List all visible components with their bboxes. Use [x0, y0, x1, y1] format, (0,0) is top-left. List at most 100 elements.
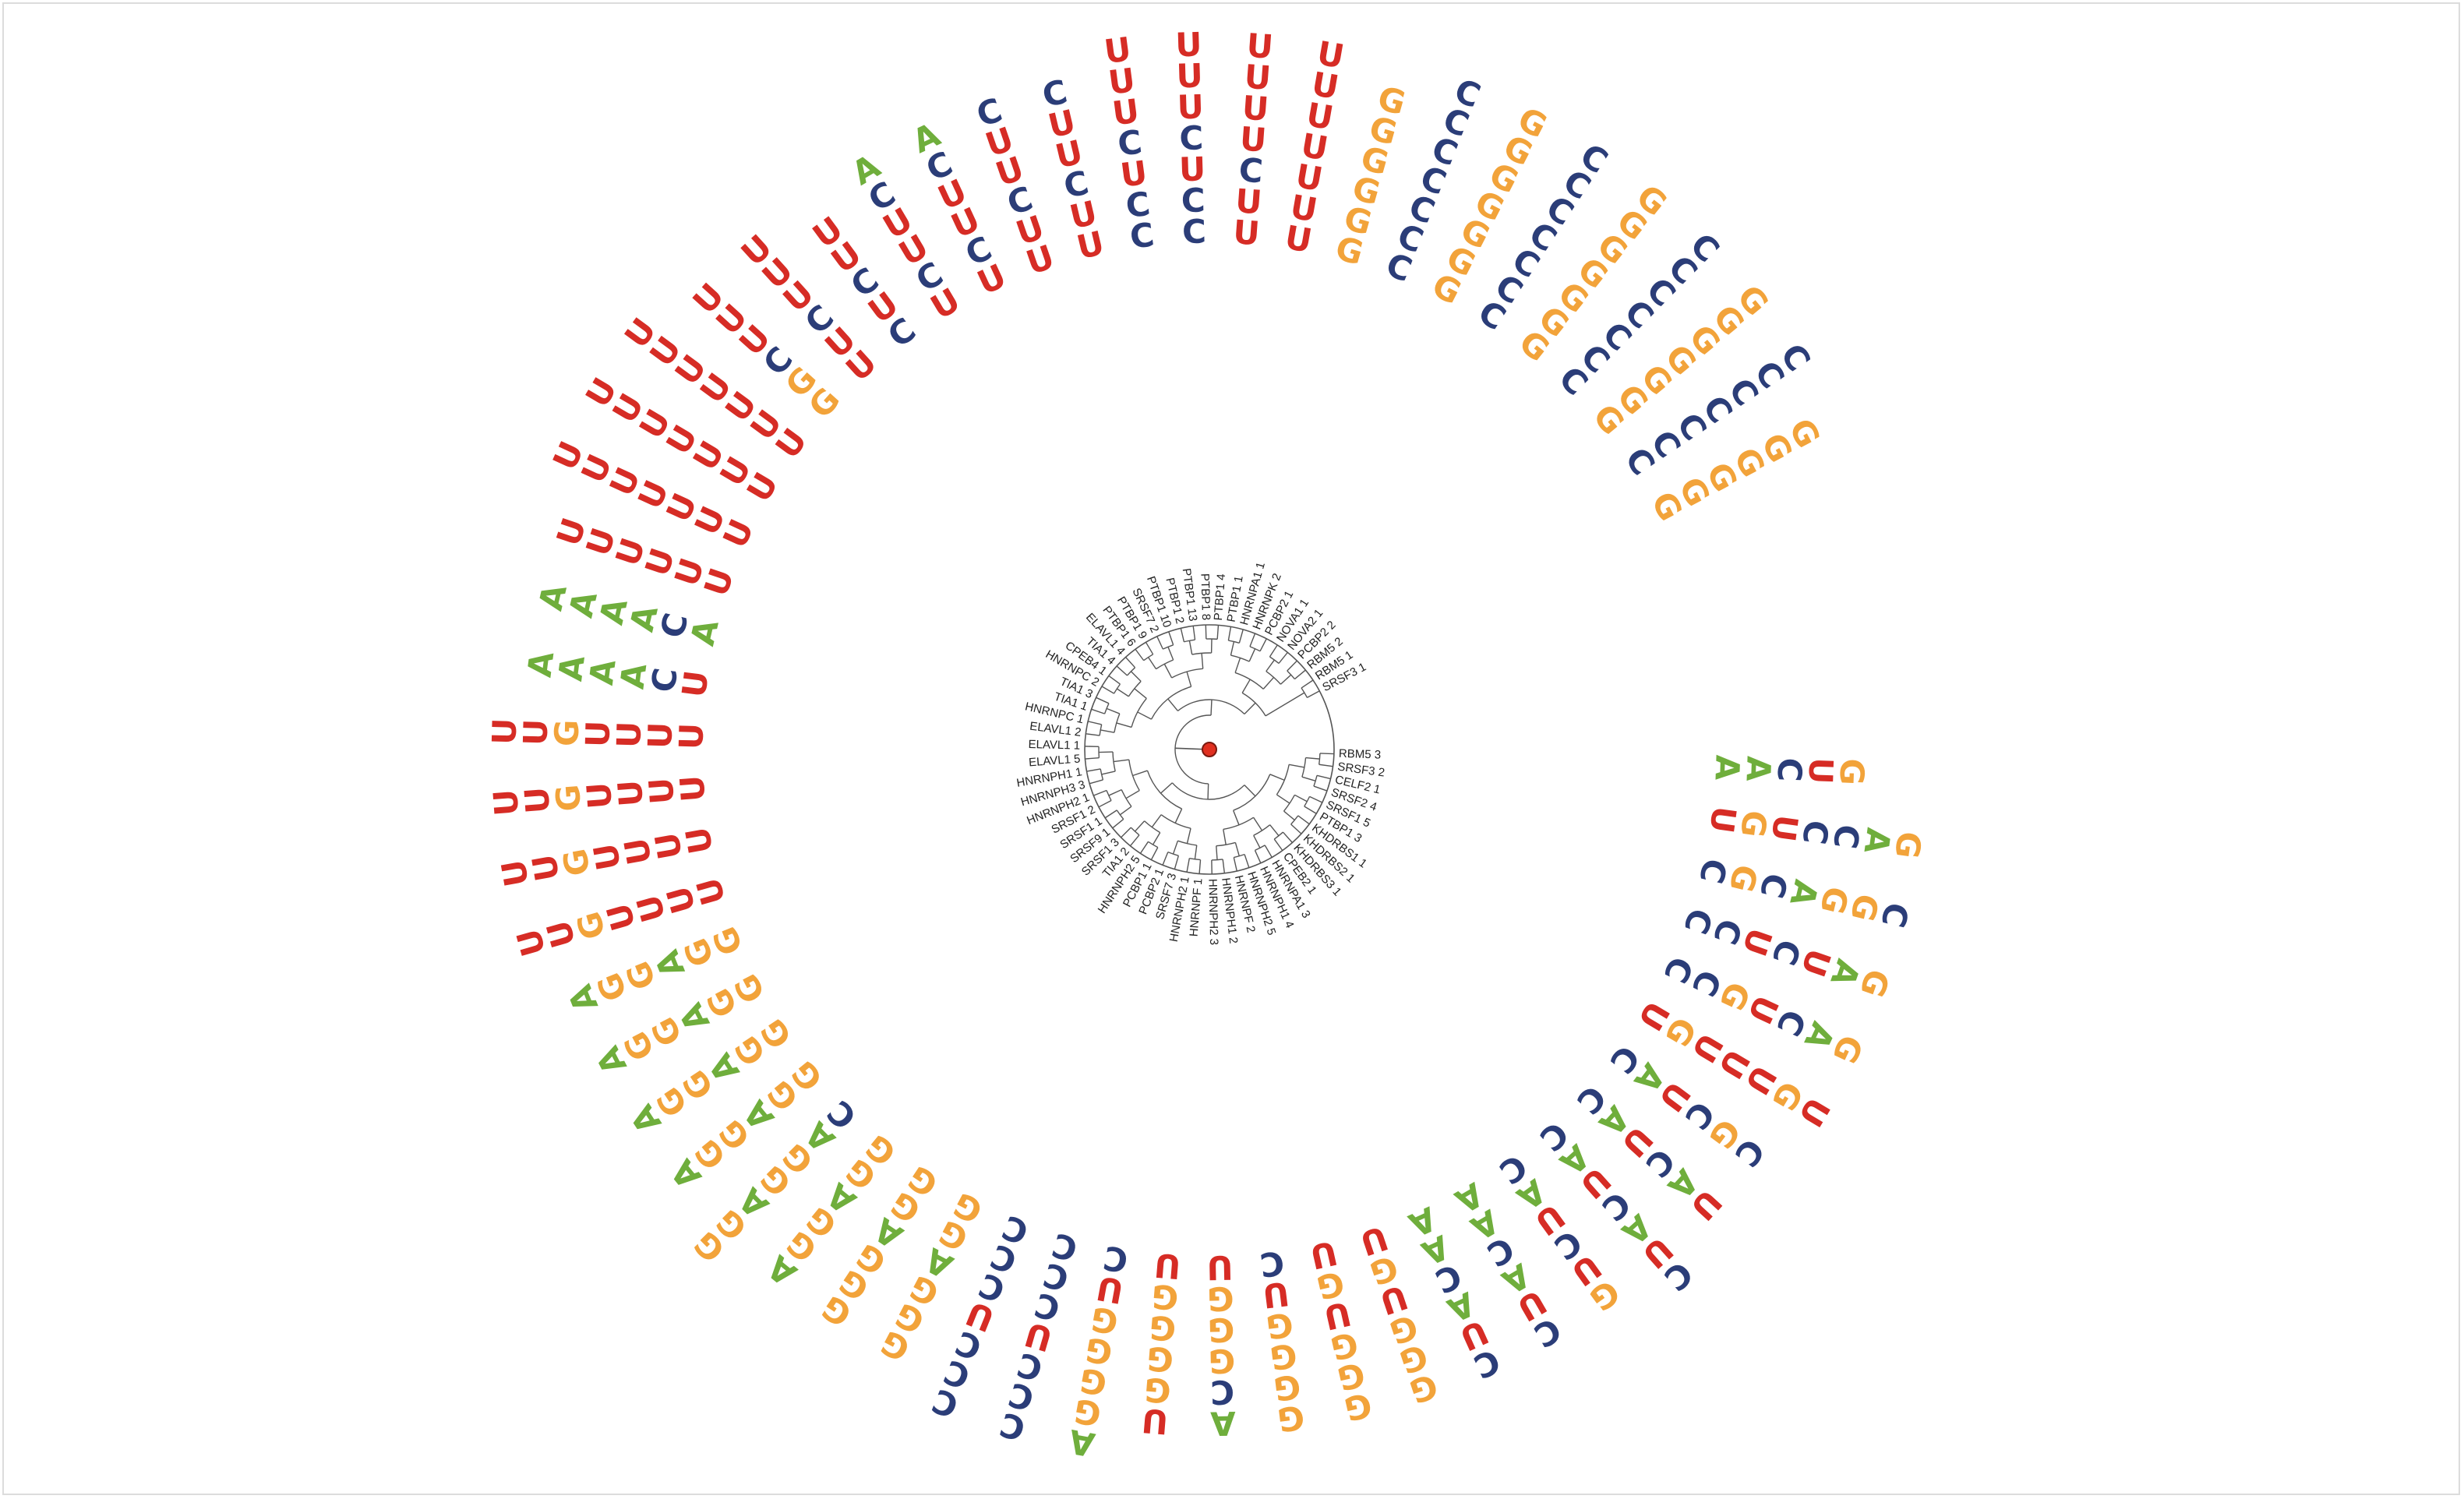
- motif-letter-U: U: [1178, 150, 1206, 189]
- motif-letter-C: C: [996, 1405, 1029, 1448]
- tree-branches: [1084, 624, 1335, 875]
- branch: [1269, 774, 1285, 781]
- motif-letter-U: U: [578, 720, 617, 747]
- motif-letter-U: U: [609, 721, 648, 748]
- leaf-label: ELAVL1 1: [1028, 738, 1080, 753]
- branch: [1210, 700, 1213, 716]
- branch: [1147, 657, 1157, 670]
- branch: [1124, 657, 1136, 668]
- motif-letter-G: G: [556, 845, 598, 879]
- motif-letter-G: G: [1340, 1385, 1375, 1428]
- branch: [1172, 840, 1179, 855]
- branch: [1152, 832, 1161, 845]
- branch: [1137, 711, 1152, 720]
- branch: [1294, 669, 1306, 680]
- motif-letter-U: U: [1764, 813, 1806, 844]
- motif-letter-U: U: [1309, 65, 1342, 107]
- motif-letter-U: U: [485, 718, 524, 745]
- motif-letter-G: G: [1276, 1398, 1307, 1439]
- branch: [1273, 838, 1283, 852]
- branch: [1304, 806, 1317, 814]
- branch: [1167, 698, 1178, 711]
- branch: [1192, 626, 1196, 640]
- branch: [1132, 770, 1148, 777]
- motif-letter-U: U: [516, 718, 555, 746]
- leaf-label: HNRNPH2 3: [1206, 879, 1220, 945]
- motif-letter-U: U: [549, 513, 594, 551]
- branch: [1282, 831, 1293, 843]
- branch: [1186, 671, 1192, 687]
- branch: [1297, 815, 1310, 825]
- motif-letter-C: C: [1181, 212, 1206, 251]
- motif-letter-G: G: [1832, 758, 1871, 786]
- branch: [1309, 795, 1323, 803]
- motif-letter-C: C: [1210, 1373, 1235, 1412]
- branch: [1188, 640, 1193, 655]
- motif-letter-U: U: [678, 824, 720, 857]
- motif-letter-U: U: [672, 774, 712, 803]
- motif-letter-U: U: [1153, 1246, 1182, 1286]
- motif-letter-U: U: [1243, 58, 1273, 97]
- branch-arc: [1100, 768, 1104, 781]
- branch: [1278, 651, 1288, 664]
- branch: [1091, 708, 1105, 714]
- motif-letter-C: C: [1039, 72, 1071, 115]
- motif-letter-A: A: [1209, 1404, 1236, 1443]
- branch-arc: [1114, 713, 1121, 733]
- motif-letter-U: U: [1293, 157, 1326, 199]
- leaf-label: PTBP1 8: [1198, 573, 1213, 621]
- motif-letter-C: C: [1115, 122, 1144, 164]
- motif-letter-G: G: [547, 719, 586, 747]
- branch-arc: [1269, 656, 1280, 664]
- branch: [1086, 768, 1101, 772]
- motif-letter-U: U: [672, 722, 711, 750]
- motif-letter-U: U: [1282, 218, 1315, 260]
- motif-letter-C: C: [972, 90, 1007, 134]
- branch: [1262, 677, 1275, 690]
- branch: [1134, 688, 1147, 699]
- motif-letter-G: G: [1150, 1277, 1180, 1317]
- branch: [1244, 702, 1256, 714]
- branch-arc: [1189, 857, 1201, 861]
- motif-letter-U: U: [1175, 25, 1203, 64]
- motif-letter-G: G: [1268, 1336, 1299, 1377]
- motif-letter-U: U: [1140, 1401, 1170, 1441]
- branch: [1101, 771, 1116, 775]
- leaf-label: RBM5 3: [1339, 747, 1382, 762]
- motif-letter-G: G: [1887, 829, 1929, 861]
- branch: [1168, 631, 1174, 646]
- motif-letter-G: G: [1374, 79, 1410, 122]
- branch: [1130, 671, 1142, 682]
- motif-letter-G: G: [1207, 1279, 1234, 1318]
- leaf-label: HNRNPF 1: [1188, 878, 1206, 937]
- motif-letter-U: U: [1287, 187, 1320, 229]
- branch: [1307, 690, 1320, 698]
- branch-arc: [1171, 782, 1245, 800]
- motif-letter-U: U: [1241, 88, 1270, 128]
- branch-arc: [1301, 757, 1307, 778]
- branch-arc: [1211, 859, 1223, 861]
- motif-letter-U: U: [486, 788, 526, 817]
- motif-letter-A: A: [1708, 754, 1747, 781]
- branch: [1139, 841, 1149, 854]
- motif-letter-C: C: [1873, 899, 1916, 931]
- branch: [1186, 858, 1191, 873]
- motif-letter-U: U: [1245, 26, 1275, 66]
- branch-arc: [1163, 644, 1174, 650]
- motif-letter-G: G: [1733, 808, 1774, 840]
- branch: [1276, 794, 1290, 804]
- branch: [1253, 817, 1263, 831]
- motif-letter-U: U: [1801, 757, 1840, 785]
- branch: [1289, 764, 1304, 768]
- motif-letter-U: U: [517, 785, 557, 815]
- branch: [1093, 789, 1107, 796]
- motif-letter-C: C: [1237, 150, 1264, 190]
- motif-letter-U: U: [1260, 1274, 1291, 1315]
- branch: [1129, 834, 1140, 847]
- branch: [1162, 852, 1169, 866]
- branch: [1238, 629, 1244, 644]
- motif-letter-U: U: [524, 852, 567, 884]
- branch: [1174, 808, 1183, 824]
